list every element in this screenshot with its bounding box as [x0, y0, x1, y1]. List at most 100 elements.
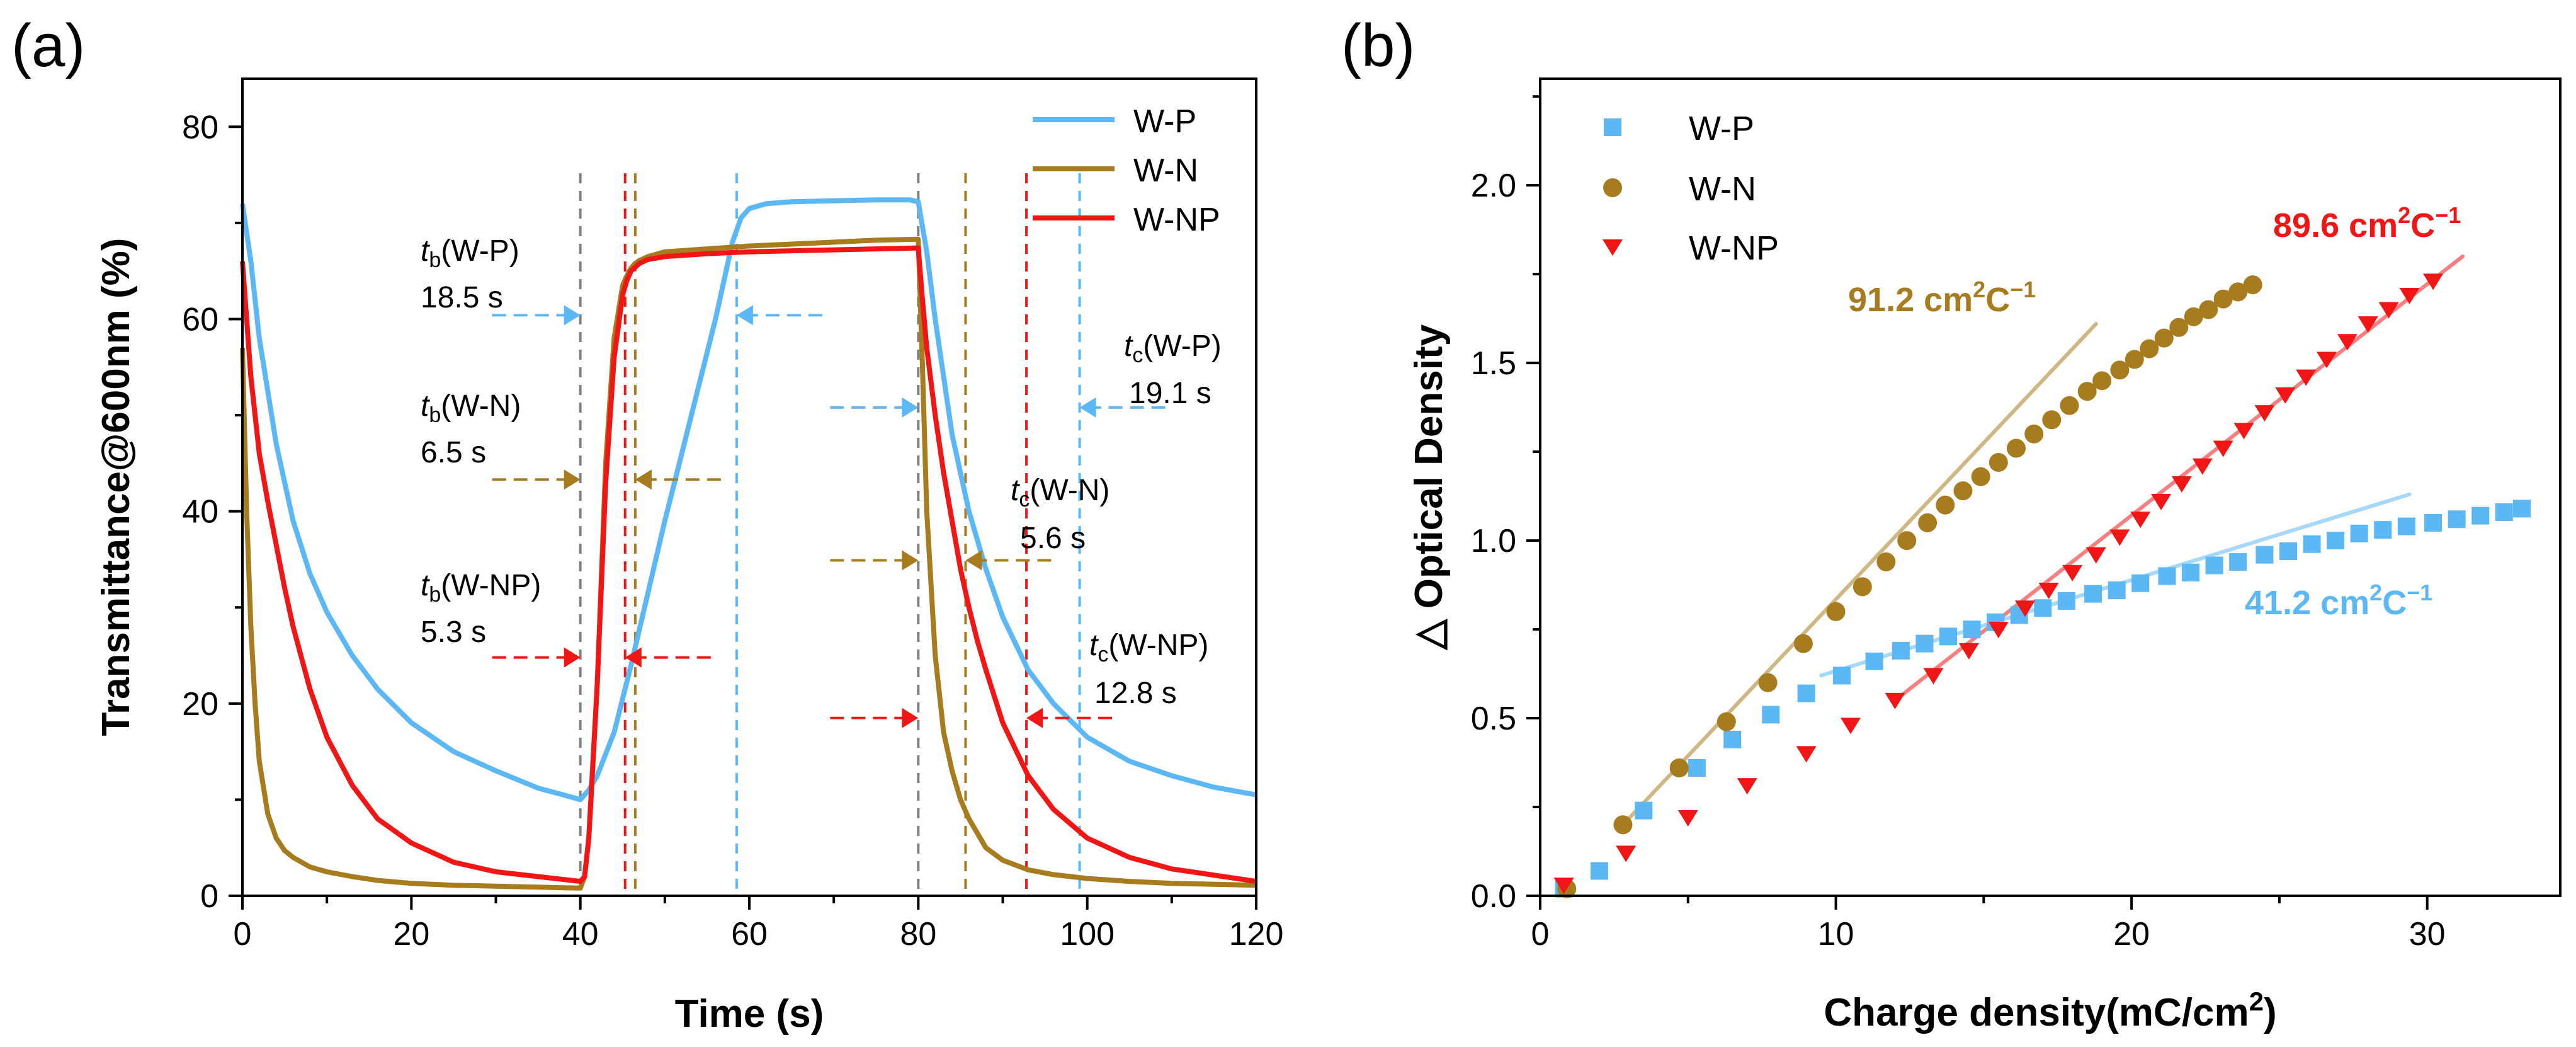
fit-label-wp-sup2: −1 — [2407, 580, 2432, 605]
point-wnp-3 — [1737, 778, 1757, 795]
tc-wn-t: t — [1011, 474, 1020, 507]
point-wp-30 — [2397, 517, 2415, 535]
point-wn-14 — [1989, 453, 2008, 472]
fit-label-wn: 91.2 cm2C−1 — [1848, 277, 2036, 319]
a-xtick-label-3: 60 — [731, 916, 768, 953]
a-xtick-label-4: 80 — [900, 916, 936, 953]
annotation-tc-wnp: tc(W-NP) 12.8 s — [1089, 629, 1208, 710]
legend-label-wnp: W-NP — [1133, 202, 1220, 238]
point-wp-8 — [1865, 652, 1883, 670]
point-wn-10 — [1918, 513, 1938, 532]
legend-label-wn: W-N — [1133, 152, 1198, 189]
point-wnp-14 — [2109, 529, 2130, 546]
fit-label-wnp: 89.6 cm2C−1 — [2273, 202, 2461, 244]
tc-wnp-sub: c — [1098, 643, 1108, 667]
point-wn-29 — [2228, 282, 2248, 302]
point-wnp-0 — [1553, 878, 1574, 895]
panel-b-xlabel-sup: 2 — [2249, 987, 2264, 1016]
point-wp-21 — [2182, 563, 2200, 581]
tc-wnp-t: t — [1089, 629, 1099, 662]
panel-a: (a) 0 20 40 60 80 100 120 0 20 40 60 80 Time (s) Tr… — [11, 12, 1283, 1036]
arrow-left-head-2 — [564, 647, 581, 668]
point-wnp-25 — [2337, 334, 2358, 351]
point-wn-11 — [1936, 495, 1955, 515]
svg-text:tc(W-P): tc(W-P) — [1124, 329, 1222, 367]
point-wn-13 — [1971, 467, 1990, 486]
point-wp-10 — [1915, 634, 1934, 653]
point-wp-29 — [2374, 521, 2392, 539]
point-wn-4 — [1758, 673, 1778, 692]
tc-wp-t: t — [1124, 329, 1133, 363]
a-xtick-label-2: 40 — [562, 916, 599, 953]
point-wnp-27 — [2378, 302, 2399, 319]
tc-wn-sub: c — [1019, 488, 1030, 512]
a-ytick-label-0: 0 — [200, 878, 218, 915]
fit-label-wp-sup: 2 — [2369, 580, 2382, 605]
point-wn-25 — [2169, 318, 2189, 337]
point-wn-2 — [1669, 758, 1689, 777]
point-wnp-28 — [2399, 287, 2420, 304]
tb-wp-value: 18.5 s — [421, 281, 503, 314]
point-wp-24 — [2255, 546, 2274, 564]
point-wp-32 — [2448, 510, 2466, 529]
legend-marker-wp — [1604, 118, 1621, 136]
point-wnp-1 — [1616, 845, 1637, 862]
arrow-left-head-3 — [902, 397, 919, 418]
point-wnp-15 — [2130, 512, 2151, 529]
tb-wnp-sub: b — [429, 583, 441, 607]
point-wn-22 — [2125, 350, 2144, 369]
svg-text:tb(W-N): tb(W-N) — [421, 389, 521, 427]
tc-wn-value: 5.6 s — [1020, 522, 1086, 555]
point-wp-11 — [1939, 627, 1957, 646]
arrow-left-head-0 — [564, 305, 581, 326]
b-xtick-label-0: 0 — [1531, 916, 1550, 953]
point-wnp-24 — [2317, 352, 2337, 369]
series-line-wp — [240, 197, 1257, 803]
panel-b: (b) 0 10 20 30 0.0 0.5 1.0 1.5 2.0 Charge densit… — [1341, 12, 2562, 1034]
fit-label-wn-unit: C — [1985, 281, 2010, 319]
panel-a-series — [240, 197, 1257, 891]
point-wp-3 — [1688, 758, 1706, 777]
point-wnp-2 — [1677, 810, 1698, 827]
tb-wp-t: t — [421, 234, 430, 268]
point-wnp-19 — [2213, 440, 2233, 457]
panel-b-label: (b) — [1341, 12, 1415, 79]
arrow-left-head-4 — [902, 550, 919, 571]
b-ytick-label-3: 1.5 — [1471, 345, 1516, 382]
tc-wp-value: 19.1 s — [1129, 377, 1211, 410]
point-wp-25 — [2279, 542, 2297, 561]
point-wn-7 — [1853, 577, 1872, 597]
point-wp-12 — [1963, 621, 1981, 639]
point-wp-2 — [1635, 801, 1653, 820]
point-wp-4 — [1723, 730, 1742, 748]
a-ytick-label-3: 60 — [182, 301, 218, 338]
point-wp-34 — [2495, 503, 2513, 521]
point-wnp-8 — [1958, 643, 1979, 660]
point-wnp-29 — [2423, 273, 2444, 290]
point-wnp-4 — [1796, 746, 1817, 763]
point-wp-35 — [2512, 500, 2531, 518]
point-wnp-21 — [2254, 405, 2275, 422]
point-wn-27 — [2199, 300, 2218, 319]
panel-a-legend: W-P W-N W-NP — [1033, 103, 1220, 238]
point-wp-23 — [2229, 552, 2247, 571]
point-wp-16 — [2057, 592, 2075, 610]
point-wp-7 — [1832, 667, 1851, 685]
point-wn-1 — [1613, 815, 1633, 835]
panel-a-label: (a) — [11, 12, 85, 79]
a-xtick-label-6: 120 — [1229, 916, 1284, 953]
point-wnp-7 — [1923, 668, 1944, 685]
arrow-right-head-2 — [625, 647, 642, 668]
tb-wp-post: (W-P) — [441, 234, 519, 268]
point-wn-24 — [2154, 328, 2174, 348]
arrow-left-head-5 — [902, 707, 919, 728]
panel-a-xlabel: Time (s) — [675, 992, 824, 1036]
panel-b-series — [1553, 273, 2531, 898]
fit-label-wnp-sup2: −1 — [2435, 202, 2461, 228]
legend-label-wnp: W-NP — [1689, 229, 1779, 267]
arrow-right-head-4 — [965, 550, 982, 571]
svg-text:tb(W-P): tb(W-P) — [421, 234, 519, 272]
fit-label-wn-sup: 2 — [1973, 277, 1985, 302]
point-wp-6 — [1797, 684, 1815, 702]
